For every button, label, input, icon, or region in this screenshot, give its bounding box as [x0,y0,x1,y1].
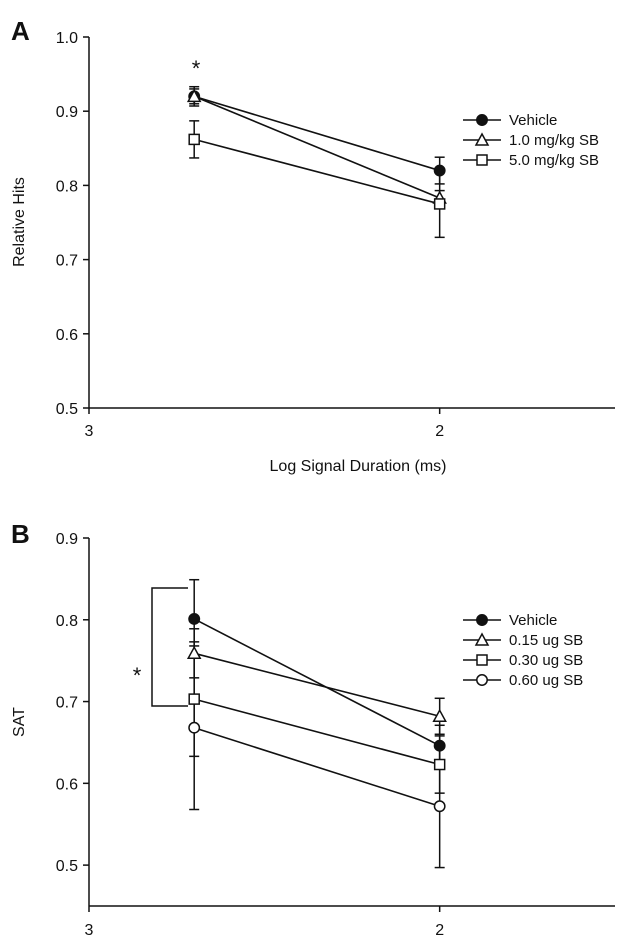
significance-bracket [151,587,188,707]
data-point [186,645,202,660]
legend: Vehicle 0.15 ug SB 0.30 ug SB 0.60 ug SB [463,612,583,689]
panel-label: A [11,16,30,46]
y-tick-label: 0.7 [56,253,78,270]
panel-label: B [11,519,30,549]
significance-star: * [192,56,201,81]
series-0 [189,85,445,185]
data-point [188,133,200,146]
significance-star: * [133,663,142,688]
y-tick-label: 0.8 [56,613,78,630]
legend-label: 1.0 mg/kg SB [509,132,599,149]
y-tick-label: 0.9 [56,531,78,548]
legend-marker [476,674,488,686]
legend-label: Vehicle [509,612,557,629]
legend: Vehicle 1.0 mg/kg SB 5.0 mg/kg SB [463,112,599,169]
series-3 [189,645,445,869]
y-tick-label: 0.6 [56,327,78,344]
series-line [193,138,440,205]
y-axis-label: Relative Hits [11,177,28,267]
x-tick-label: 2 [435,922,444,939]
series-line [193,95,440,172]
data-point [186,88,202,103]
data-point [433,198,446,210]
x-tick-label: 3 [85,922,94,939]
y-tick-label: 0.5 [56,858,78,875]
y-axis-label: SAT [11,707,28,737]
series-line [194,652,440,718]
data-point [432,708,447,723]
data-point [433,758,446,771]
data-point [433,739,446,752]
x-tick-label: 3 [85,423,94,440]
series-line [193,726,440,807]
legend-label: 5.0 mg/kg SB [509,152,599,169]
y-tick-label: 0.8 [56,178,78,195]
legend-marker [474,132,490,146]
legend-label: 0.30 ug SB [509,652,583,669]
legend-label: Vehicle [509,112,557,129]
x-axis-label: Log Signal Duration (ms) [270,458,447,475]
y-tick-label: 0.9 [56,104,78,121]
data-point [188,693,200,705]
y-tick-label: 1.0 [56,30,78,47]
data-point [188,721,201,734]
legend-marker [476,654,488,666]
data-point [188,613,201,625]
legend-marker [474,632,490,646]
legend-marker [476,114,488,126]
data-point [433,800,446,813]
series-2 [189,641,445,794]
y-tick-label: 0.6 [56,776,78,793]
series-line [193,95,440,199]
legend-marker [476,154,488,166]
x-tick-label: 2 [435,423,444,440]
y-tick-label: 0.5 [56,401,78,418]
series-line [193,698,440,766]
legend-label: 0.15 ug SB [509,632,583,649]
legend-label: 0.60 ug SB [509,672,583,689]
legend-marker [476,614,488,626]
data-point [433,164,446,177]
y-tick-label: 0.7 [56,695,78,712]
series-2 [189,120,445,239]
panel-b: B 0.5 0.6 0.7 0.8 0.9 3 2 SAT * Vehicle 0.15 ug SB 0… [11,519,615,939]
panel-a: A 0.5 0.6 0.7 0.8 0.9 1.0 3 2 Relative Hits Log Si… [11,16,615,475]
series-line [193,618,441,747]
